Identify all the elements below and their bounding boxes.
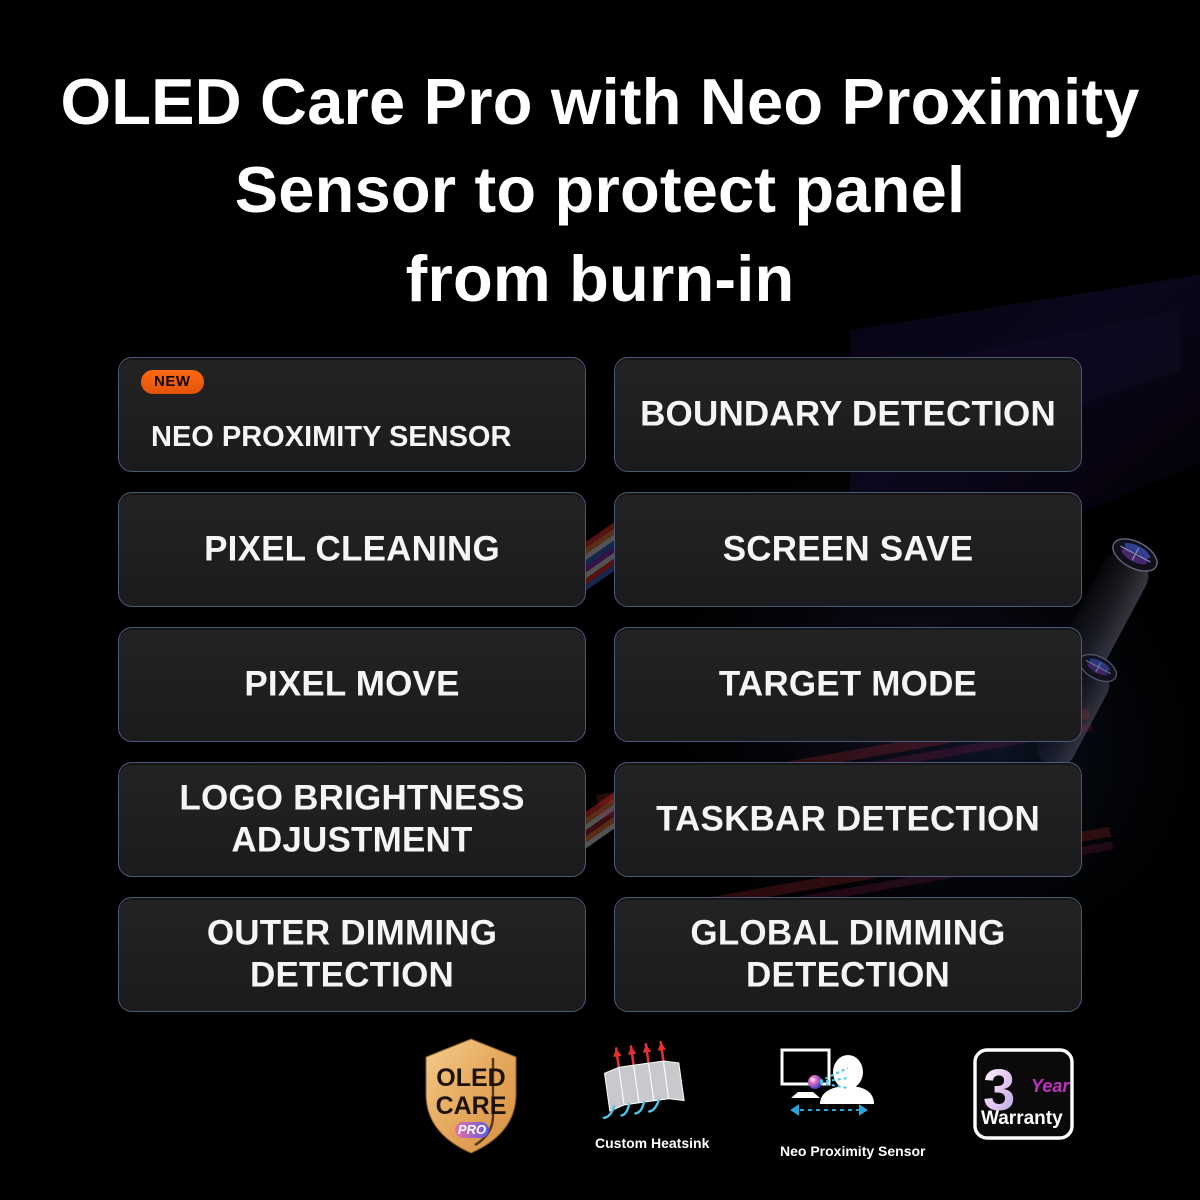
- svg-text:PRO: PRO: [458, 1122, 486, 1137]
- svg-text:OLED: OLED: [436, 1064, 505, 1092]
- svg-text:Warranty: Warranty: [981, 1108, 1063, 1129]
- svg-text:Year: Year: [1031, 1076, 1070, 1096]
- svg-text:CARE: CARE: [436, 1092, 507, 1120]
